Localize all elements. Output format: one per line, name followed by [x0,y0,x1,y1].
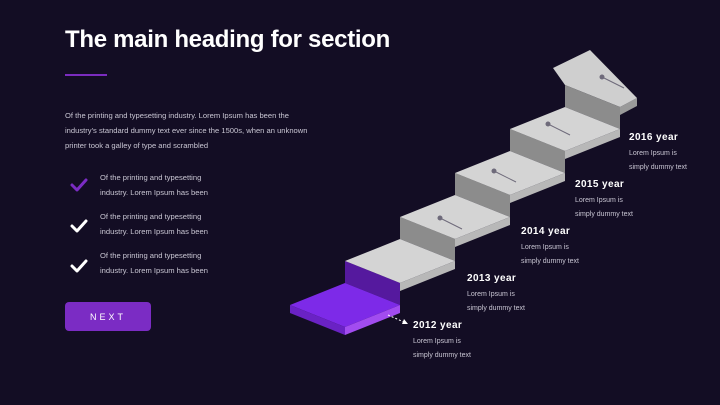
connector-line [547,123,571,136]
step-riser [455,173,510,217]
step-side [345,305,400,335]
step-side [400,261,455,291]
heading: The main heading for section [65,26,390,53]
heading-rule [65,74,107,76]
check-icon [70,259,88,273]
connector-line [439,217,463,230]
step-riser [400,217,455,261]
check-icons [70,178,88,273]
check-item: Of the printing and typesetting industry… [100,251,208,275]
year-label: 2016 year [629,132,679,143]
arrow-head [553,50,637,107]
check-item: Of the printing and typesetting industry… [100,212,208,236]
year-description: Lorem Ipsum is simply dummy text [521,244,579,265]
connector-line [493,170,517,183]
year-description: Lorem Ipsum is simply dummy text [575,197,633,218]
year-label: 2014 year [521,226,571,237]
arrow-side [620,98,637,115]
step-side [510,173,565,203]
year-description: Lorem Ipsum is simply dummy text [629,150,687,171]
connector-arrowhead [402,319,408,324]
check-icon [70,219,88,233]
step-riser [345,261,400,305]
next-button[interactable]: NEXT [65,302,151,331]
step-edge [290,305,345,335]
year-label: 2015 year [575,179,625,190]
year-description: Lorem Ipsum is simply dummy text [467,291,525,312]
step-riser [510,129,565,173]
check-icon [70,178,88,192]
step-riser [565,85,620,129]
step-side [565,129,620,159]
intro-text: Of the printing and typesetting industry… [65,111,308,150]
year-description: Lorem Ipsum is simply dummy text [413,338,471,359]
check-item: Of the printing and typesetting industry… [100,173,208,197]
step-side [455,217,510,247]
year-label: 2012 year [413,320,463,331]
connector-line [601,76,625,89]
year-label: 2013 year [467,273,517,284]
staircase [290,50,637,335]
